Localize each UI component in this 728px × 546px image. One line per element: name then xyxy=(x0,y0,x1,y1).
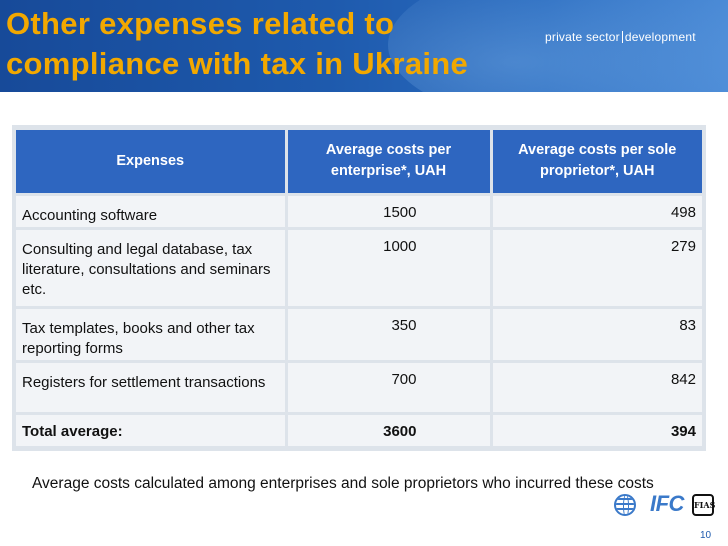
enterprise-cost: 350 xyxy=(286,307,493,363)
table-row: Registers for settlement transactions 70… xyxy=(16,361,702,415)
page-number: 10 xyxy=(700,530,712,541)
table-row: Consulting and legal database, tax liter… xyxy=(16,228,702,309)
enterprise-cost: 700 xyxy=(286,361,493,415)
column-header-expenses: Expenses xyxy=(16,130,288,196)
ifc-logo: IFC xyxy=(650,491,684,516)
brand-left-text: private sector xyxy=(545,30,620,44)
expense-label: Registers for settlement transactions xyxy=(16,361,288,415)
expenses-table: Expenses Average costs per enterprise*, … xyxy=(16,130,702,449)
expense-label: Consulting and legal database, tax liter… xyxy=(16,228,288,309)
column-header-enterprise: Average costs per enterprise*, UAH xyxy=(286,130,493,196)
table-total-row: Total average: 3600 394 xyxy=(16,413,702,449)
slide-title: Other expenses related to compliance wit… xyxy=(6,6,469,81)
header-band: Other expenses related to compliance wit… xyxy=(0,0,728,92)
total-proprietor-cost: 394 xyxy=(491,413,702,449)
brand-right-text: development xyxy=(624,30,696,44)
globe-icon xyxy=(614,494,636,516)
proprietor-cost: 842 xyxy=(491,361,702,415)
header-swoosh xyxy=(388,0,728,92)
expense-label: Accounting software xyxy=(16,194,288,230)
proprietor-cost: 498 xyxy=(491,194,702,230)
table-row: Tax templates, books and other tax repor… xyxy=(16,307,702,363)
brand-logo: private sector development xyxy=(545,30,696,44)
footnote: Average costs calculated among enterpris… xyxy=(32,475,654,492)
enterprise-cost: 1500 xyxy=(286,194,493,230)
column-header-proprietor: Average costs per sole proprietor*, UAH xyxy=(491,130,702,196)
total-label: Total average: xyxy=(16,413,288,449)
proprietor-cost: 279 xyxy=(491,228,702,309)
table-header-row: Expenses Average costs per enterprise*, … xyxy=(16,130,702,196)
expense-label: Tax templates, books and other tax repor… xyxy=(16,307,288,363)
fias-seal-icon: FIAS xyxy=(692,494,715,516)
total-enterprise-cost: 3600 xyxy=(286,413,493,449)
enterprise-cost: 1000 xyxy=(286,228,493,309)
table-row: Accounting software 1500 498 xyxy=(16,194,702,230)
brand-divider xyxy=(621,31,623,43)
proprietor-cost: 83 xyxy=(491,307,702,363)
